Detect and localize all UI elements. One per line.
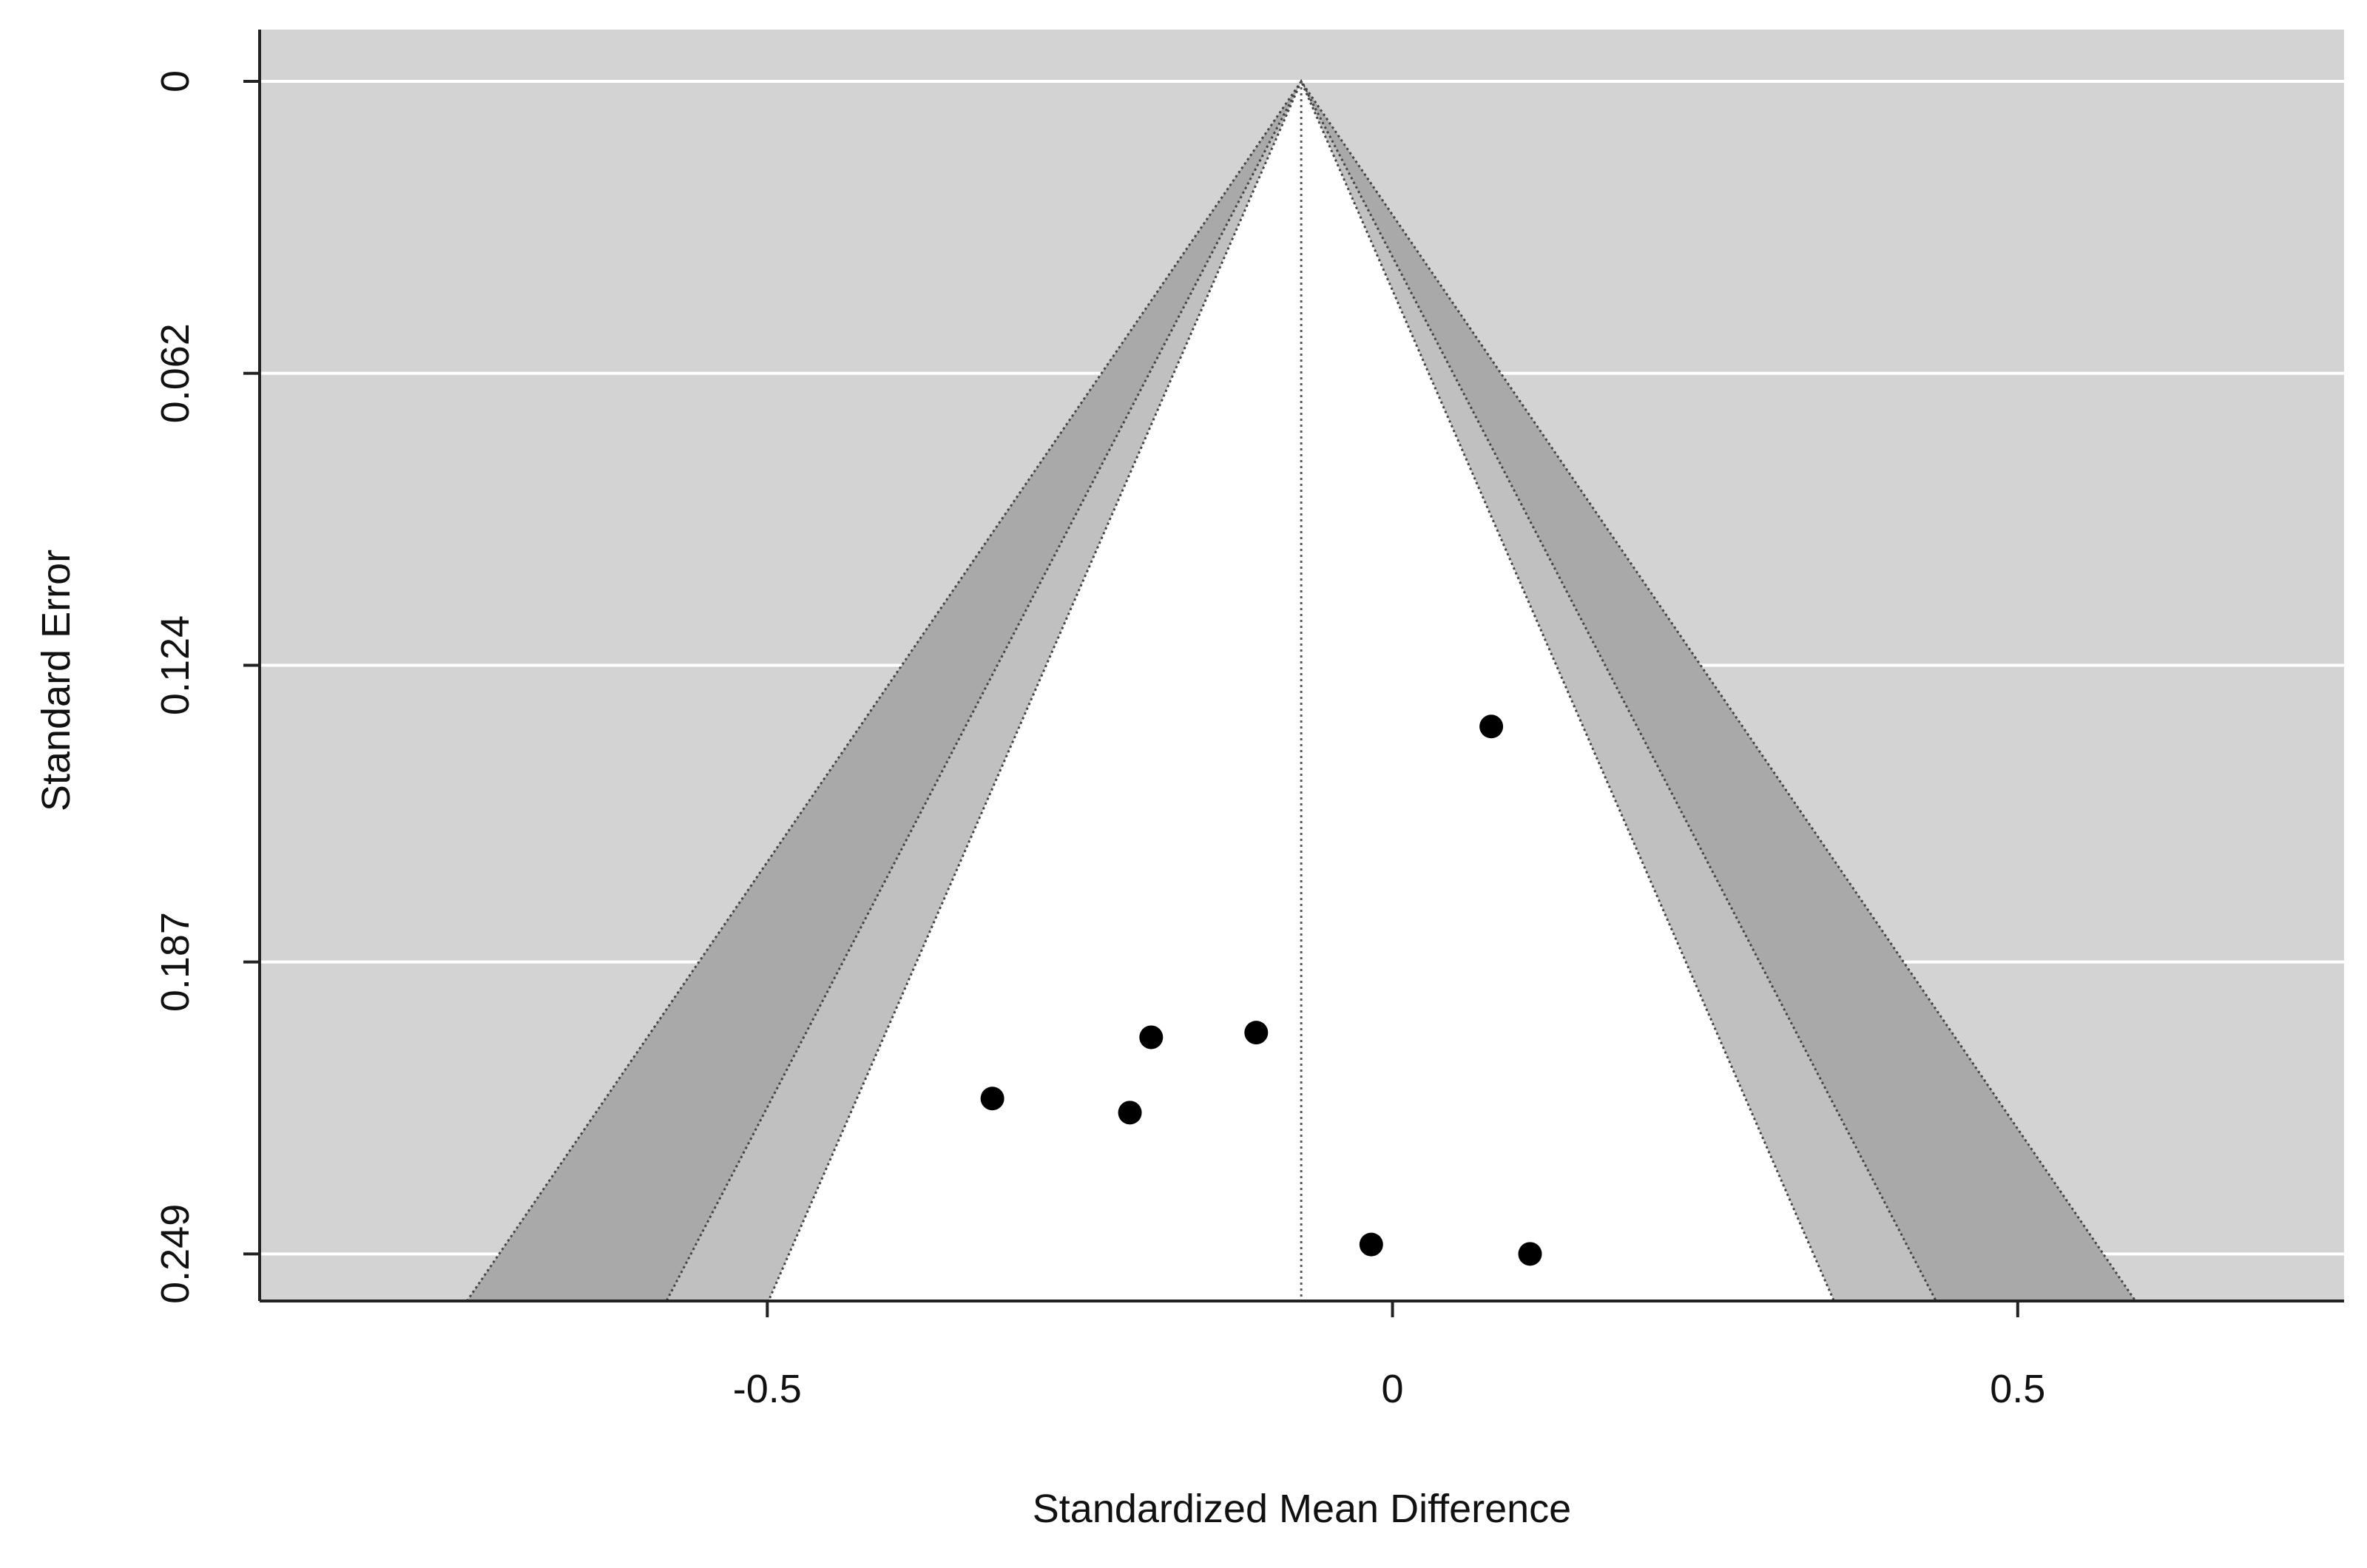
study-point: [1479, 714, 1504, 739]
y-tick-label: 0.249: [153, 1204, 197, 1304]
x-tick-label: 0.5: [1990, 1367, 2045, 1411]
study-point: [1118, 1101, 1142, 1125]
y-tick-label: 0.062: [153, 323, 197, 423]
y-axis-title: Standard Error: [34, 550, 78, 811]
study-point: [1139, 1025, 1164, 1050]
x-axis-title: Standardized Mean Difference: [1033, 1487, 1571, 1531]
y-tick-label: 0.187: [153, 912, 197, 1012]
study-point: [980, 1087, 1004, 1111]
study-point: [1359, 1232, 1383, 1257]
y-tick-label: 0: [153, 70, 197, 92]
x-tick-label: -0.5: [733, 1367, 802, 1411]
study-point: [1518, 1242, 1542, 1266]
y-tick-label: 0.124: [153, 615, 197, 715]
x-tick-label: 0: [1382, 1367, 1404, 1411]
study-point: [1244, 1021, 1269, 1045]
